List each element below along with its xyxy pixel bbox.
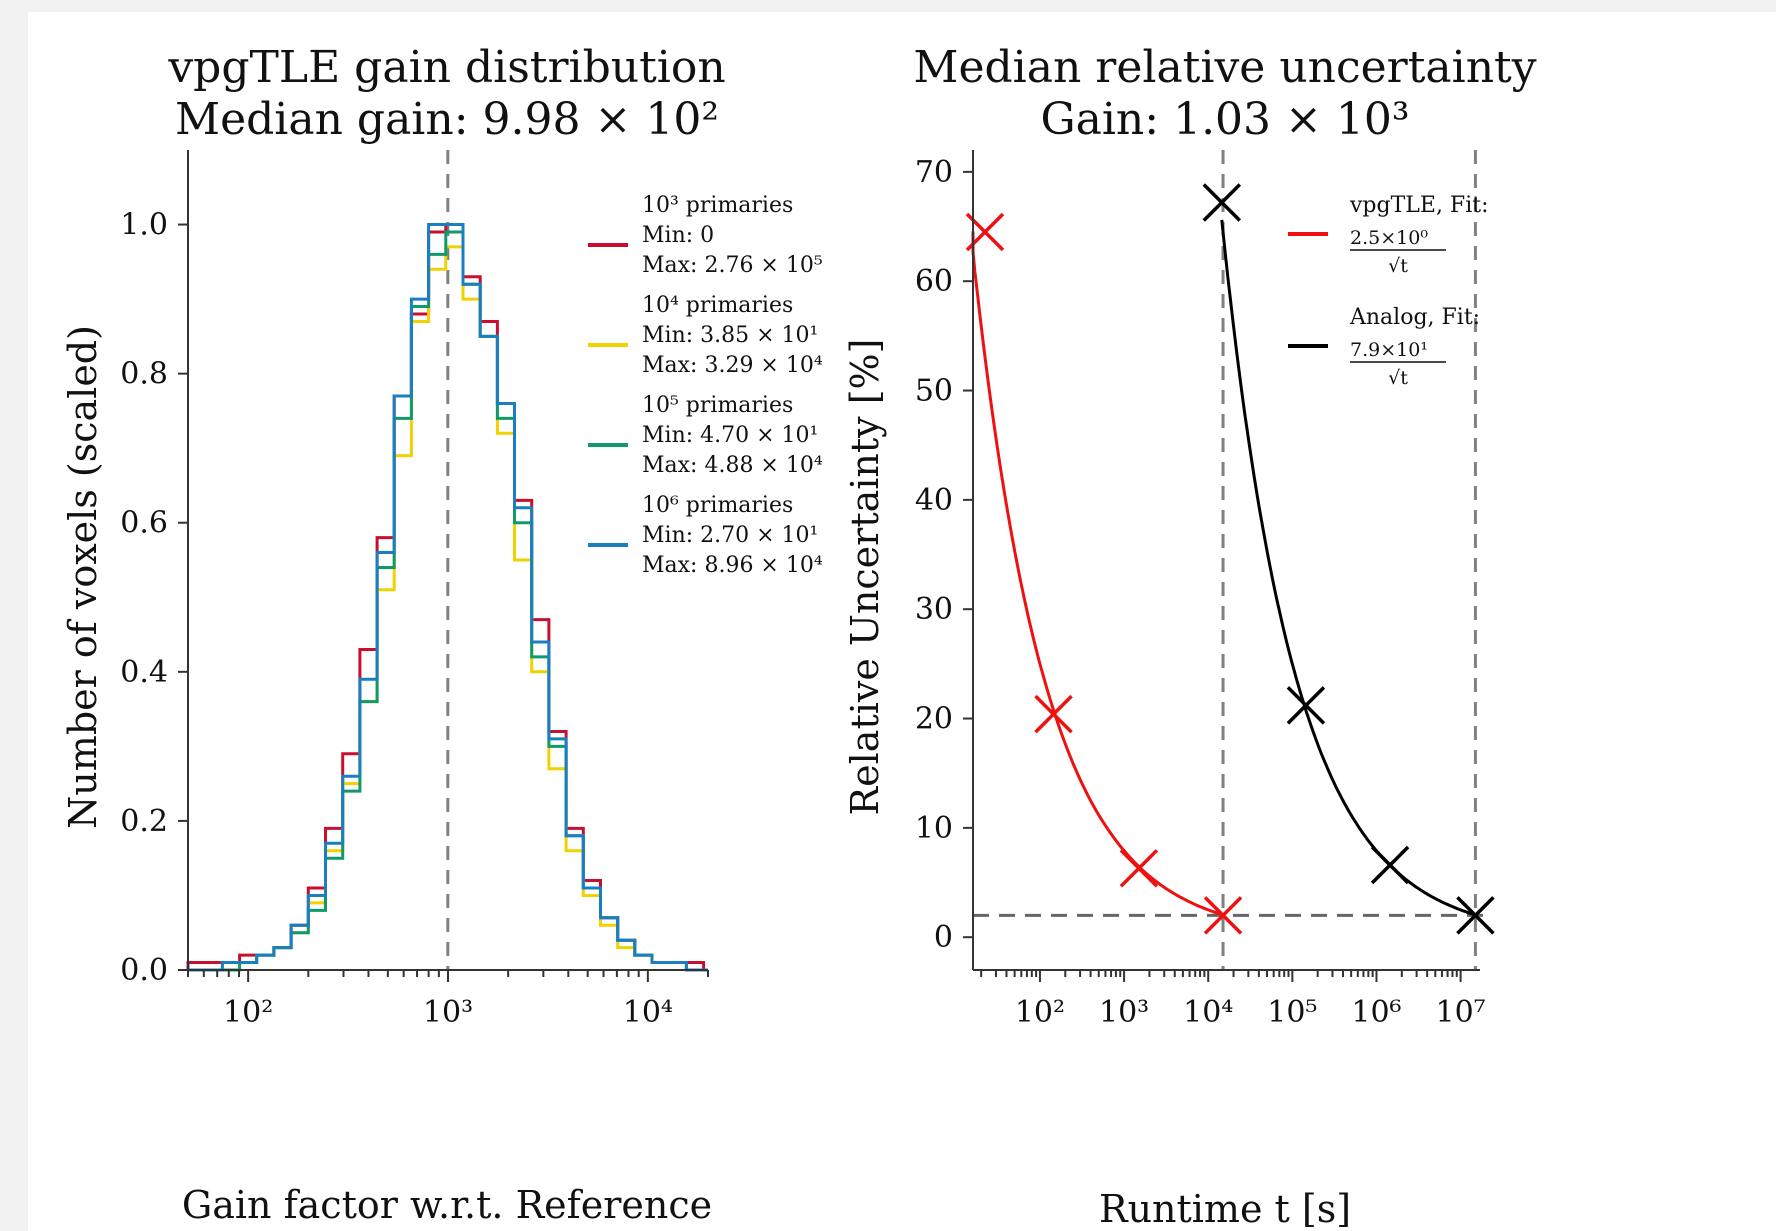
right-y-tick-label: 70 [915, 155, 953, 190]
right-y-tick-label: 50 [915, 374, 953, 409]
right-legend-fit-denominator: √t [1388, 255, 1408, 277]
left-legend-entry: 10⁵ primaries Min: 4.70 × 10¹ Max: 4.88 × … [588, 393, 823, 478]
left-y-tick-label: 0.2 [120, 804, 168, 839]
figure: vpgTLE gain distribution Median gain: 9.… [28, 12, 1776, 1231]
data-point-marker [1456, 896, 1495, 935]
left-legend-text: Max: 3.29 × 10⁴ [642, 353, 823, 378]
figure-canvas: vpgTLE gain distribution Median gain: 9.… [61, 42, 1537, 1231]
right-legend-entry: vpgTLE, Fit: 2.5×10⁰ √t [1288, 193, 1488, 277]
right-legend: vpgTLE, Fit: 2.5×10⁰ √t Analog, Fit: 7.9×10¹… [1288, 193, 1488, 389]
right-legend-fit-numerator: 7.9×10¹ [1350, 339, 1428, 361]
left-y-tick-label: 0.0 [120, 953, 168, 988]
left-x-axis-label: Gain factor w.r.t. Reference [182, 1183, 712, 1227]
left-legend-text: 10⁶ primaries [642, 493, 793, 518]
left-x-tick-label: 10⁴ [623, 995, 673, 1030]
right-x-tick-label: 10⁴ [1183, 995, 1233, 1030]
left-legend-entry: 10³ primaries Min: 0 Max: 2.76 × 10⁵ [588, 193, 823, 278]
data-point-marker [1034, 694, 1073, 734]
gain-histogram-chart: vpgTLE gain distribution Median gain: 9.… [61, 42, 823, 1227]
left-legend-entry: 10⁴ primaries Min: 3.85 × 10¹ Max: 3.29 × … [588, 293, 823, 378]
right-x-tick-label: 10⁶ [1351, 995, 1401, 1030]
fit-curve-1 [971, 231, 1224, 917]
right-legend-entry: Analog, Fit: 7.9×10¹ √t [1288, 305, 1480, 389]
right-x-tick-label: 10⁷ [1436, 995, 1486, 1030]
histogram-series-4 [188, 223, 708, 972]
data-point-marker [1286, 686, 1326, 725]
right-x-axis-label: Runtime t [s] [1099, 1187, 1351, 1231]
right-y-tick-label: 60 [915, 264, 953, 299]
left-legend-text: Max: 2.76 × 10⁵ [642, 253, 823, 278]
right-x-tick-label: 10⁵ [1267, 995, 1317, 1030]
left-legend-entry: 10⁶ primaries Min: 2.70 × 10¹ Max: 8.96 × … [588, 493, 823, 578]
data-point-marker [1119, 849, 1159, 888]
right-legend-name: vpgTLE, Fit: [1349, 193, 1488, 218]
left-legend-text: 10⁴ primaries [642, 293, 793, 318]
right-y-tick-label: 0 [934, 920, 953, 955]
fit-curve-2 [1220, 219, 1476, 917]
left-y-tick-label: 0.8 [120, 357, 168, 392]
left-legend-text: Min: 0 [642, 223, 714, 248]
right-legend-name: Analog, Fit: [1349, 305, 1480, 330]
right-legend-fit-denominator: √t [1388, 367, 1408, 389]
right-legend-fit-numerator: 2.5×10⁰ [1350, 227, 1428, 249]
left-legend-text: Min: 2.70 × 10¹ [642, 523, 818, 548]
right-y-tick-label: 20 [915, 702, 953, 737]
right-chart-title: Median relative uncertainty [913, 42, 1536, 93]
left-chart-title: vpgTLE gain distribution [167, 42, 725, 93]
left-y-tick-label: 0.6 [120, 506, 168, 541]
left-legend: 10³ primaries Min: 0 Max: 2.76 × 10⁵ 10⁴ pr… [588, 193, 823, 578]
left-legend-text: Min: 3.85 × 10¹ [642, 323, 818, 348]
right-y-tick-label: 40 [915, 483, 953, 518]
left-legend-text: Min: 4.70 × 10¹ [642, 423, 818, 448]
data-point-marker [1202, 183, 1242, 222]
left-x-tick-label: 10² [223, 995, 273, 1030]
right-chart-subtitle: Gain: 1.03 × 10³ [1040, 94, 1409, 145]
left-legend-text: Max: 8.96 × 10⁴ [642, 553, 823, 578]
left-legend-text: 10⁵ primaries [642, 393, 793, 418]
uncertainty-chart: Median relative uncertainty Gain: 1.03 ×… [843, 42, 1537, 1231]
right-x-tick-label: 10³ [1099, 995, 1149, 1030]
left-y-axis-label: Number of voxels (scaled) [61, 325, 105, 829]
right-y-tick-label: 30 [915, 592, 953, 627]
left-legend-text: Max: 4.88 × 10⁴ [642, 453, 823, 478]
data-point-marker [1370, 845, 1410, 885]
right-y-tick-label: 10 [915, 811, 953, 846]
left-y-tick-label: 0.4 [120, 655, 168, 690]
left-y-tick-label: 1.0 [120, 208, 168, 243]
data-point-marker [1203, 896, 1243, 935]
left-x-tick-label: 10³ [423, 995, 473, 1030]
left-chart-subtitle: Median gain: 9.98 × 10² [175, 94, 719, 145]
right-y-axis-label: Relative Uncertainty [%] [843, 339, 887, 816]
right-x-tick-label: 10² [1015, 995, 1065, 1030]
left-legend-text: 10³ primaries [642, 193, 793, 218]
